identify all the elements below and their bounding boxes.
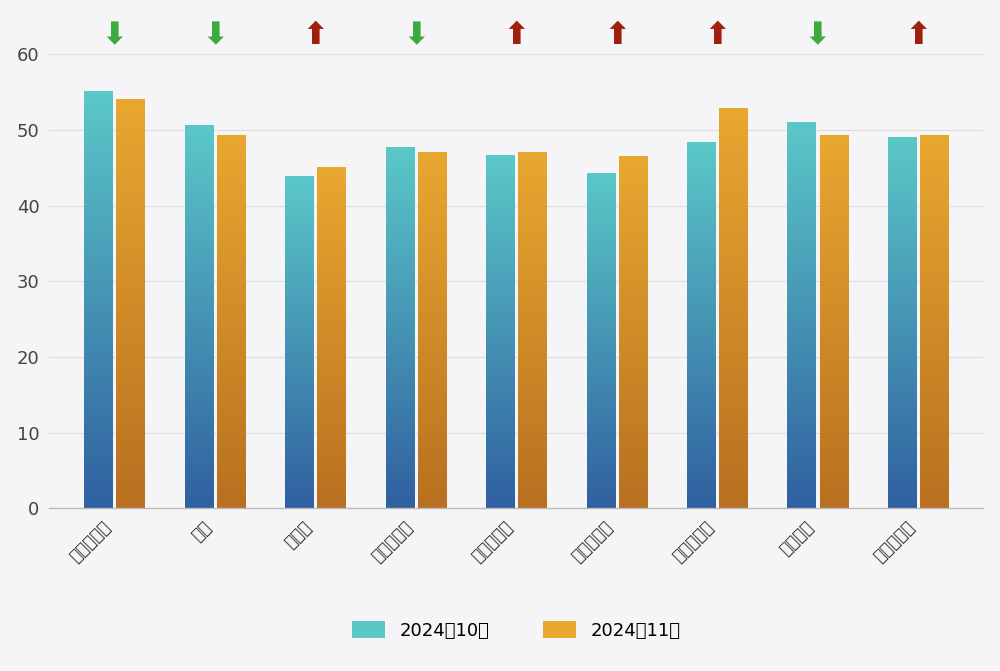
- Text: ⬇: ⬇: [102, 21, 127, 50]
- Text: ⬇: ⬇: [805, 21, 830, 50]
- Legend: 2024年10月, 2024年11月: 2024年10月, 2024年11月: [345, 614, 687, 647]
- Text: ⬆: ⬆: [905, 21, 931, 50]
- Text: ⬆: ⬆: [604, 21, 629, 50]
- Text: ⬆: ⬆: [503, 21, 529, 50]
- Text: ⬆: ⬆: [704, 21, 730, 50]
- Text: ⬇: ⬇: [403, 21, 429, 50]
- Text: ⬇: ⬇: [202, 21, 228, 50]
- Text: ⬆: ⬆: [303, 21, 328, 50]
